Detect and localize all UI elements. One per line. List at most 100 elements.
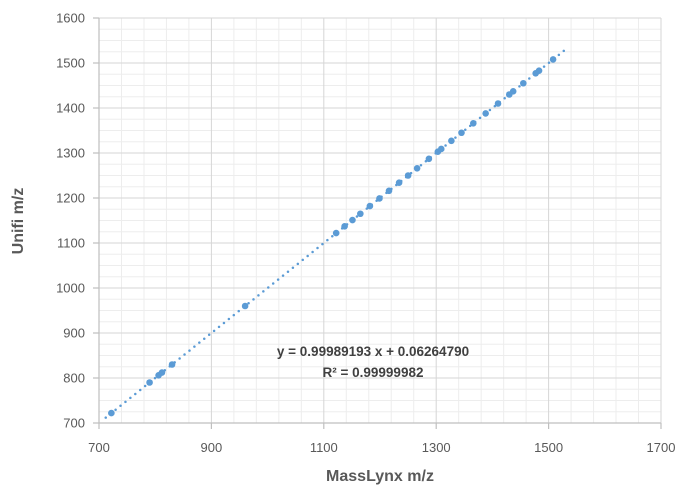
data-point — [332, 229, 340, 237]
data-point — [241, 302, 249, 310]
data-point — [469, 120, 477, 127]
trendline-dot — [212, 329, 216, 333]
data-point — [437, 145, 445, 153]
trendline-dot — [296, 262, 300, 266]
trendline-dot — [129, 396, 132, 400]
y-tick-label: 800 — [63, 371, 85, 386]
trendline-dot — [252, 298, 255, 301]
trendline-dot — [518, 85, 521, 88]
trendline-dot — [464, 128, 467, 132]
x-tick-label: 1100 — [310, 440, 338, 455]
trendline-dot — [419, 163, 423, 167]
trendline-dot — [316, 246, 319, 250]
data-point — [158, 369, 166, 376]
trendline-dot — [193, 345, 196, 348]
trendline-dot — [227, 317, 231, 321]
data-point — [413, 165, 421, 172]
trendline-dot — [281, 274, 285, 277]
trendline-dot — [355, 215, 359, 218]
trendline-dot — [547, 61, 551, 64]
data-point — [482, 110, 489, 117]
x-tick-label: 1500 — [534, 440, 563, 455]
y-axis-title: Unifi m/z — [10, 187, 27, 255]
trendline-dot — [134, 392, 137, 396]
trendline-dot — [232, 313, 236, 317]
trendline-dot — [542, 65, 546, 68]
y-tick-label: 1400 — [56, 101, 85, 116]
trendline-dot — [207, 333, 211, 337]
data-point — [448, 137, 455, 145]
x-tick-label: 1300 — [422, 440, 451, 455]
y-tick-label: 900 — [63, 326, 85, 341]
y-tick-label: 1200 — [56, 191, 85, 206]
x-axis-title: MassLynx m/z — [326, 468, 434, 485]
trendline-dot — [138, 388, 142, 392]
trendline-dot — [271, 282, 275, 285]
data-point — [425, 155, 433, 163]
trendline-dot — [276, 278, 280, 281]
y-tick-label: 1100 — [57, 236, 85, 251]
y-tick-label: 1300 — [56, 146, 85, 161]
data-point — [395, 179, 403, 186]
trendline-equation: y = 0.99989193 x + 0.06264790 — [276, 344, 470, 359]
x-tick-label: 900 — [201, 440, 223, 455]
data-point — [458, 129, 465, 137]
trendline-dot — [237, 309, 240, 313]
trendline-dot — [247, 302, 250, 305]
data-point — [376, 195, 383, 202]
trendline-dot — [104, 416, 107, 419]
trendline-dot — [306, 254, 309, 258]
trendline-dot — [321, 242, 324, 246]
data-point — [108, 409, 115, 417]
trendline-dot — [143, 384, 147, 388]
trendline-dot — [503, 96, 506, 100]
trendline-dot — [301, 258, 304, 262]
trendline-dot — [478, 116, 482, 120]
data-point — [509, 88, 517, 95]
trendline-dot — [267, 286, 270, 289]
data-point — [341, 223, 348, 230]
trendline-dot — [331, 234, 334, 238]
trendline-dot — [444, 144, 447, 147]
data-point — [404, 172, 412, 179]
trendline-dot — [114, 408, 117, 411]
trendline-dot — [528, 77, 531, 80]
trendline-dot — [326, 238, 329, 242]
trendline-dot — [562, 49, 566, 53]
data-point — [494, 100, 502, 107]
trendline-label: y = 0.99989193 x + 0.06264790 R² = 0.999… — [277, 341, 469, 383]
data-point — [168, 361, 176, 368]
trendline-dot — [262, 290, 265, 293]
trendline-dot — [222, 321, 226, 325]
trendline-dot — [198, 341, 201, 344]
trendline-dot — [488, 108, 492, 112]
y-tick-label: 1500 — [56, 56, 85, 71]
trendline-dot — [153, 376, 157, 380]
trendline-dot — [183, 353, 186, 356]
y-tick-label: 1000 — [56, 281, 85, 296]
data-point — [549, 56, 557, 63]
data-point — [357, 210, 364, 218]
y-tick-label: 700 — [63, 416, 85, 431]
trendline-r-squared: R² = 0.99999982 — [322, 365, 424, 380]
data-point — [520, 79, 527, 87]
trendline-dot — [124, 400, 127, 404]
trendline-dot — [178, 357, 181, 360]
trendline-dot — [188, 349, 191, 352]
data-point — [385, 187, 393, 195]
data-point — [146, 379, 153, 386]
data-point — [349, 216, 356, 224]
trendline-dot — [119, 404, 122, 408]
trendline-dot — [217, 325, 221, 329]
trendline-dot — [202, 337, 206, 340]
trendline-dot — [257, 294, 260, 297]
trendline-dot — [454, 136, 457, 139]
trendline-dot — [286, 270, 290, 273]
data-point — [535, 67, 543, 74]
trendline-dot — [311, 250, 314, 254]
y-tick-label: 1600 — [56, 11, 85, 26]
data-point — [366, 202, 374, 210]
trendline-dot — [557, 53, 561, 57]
